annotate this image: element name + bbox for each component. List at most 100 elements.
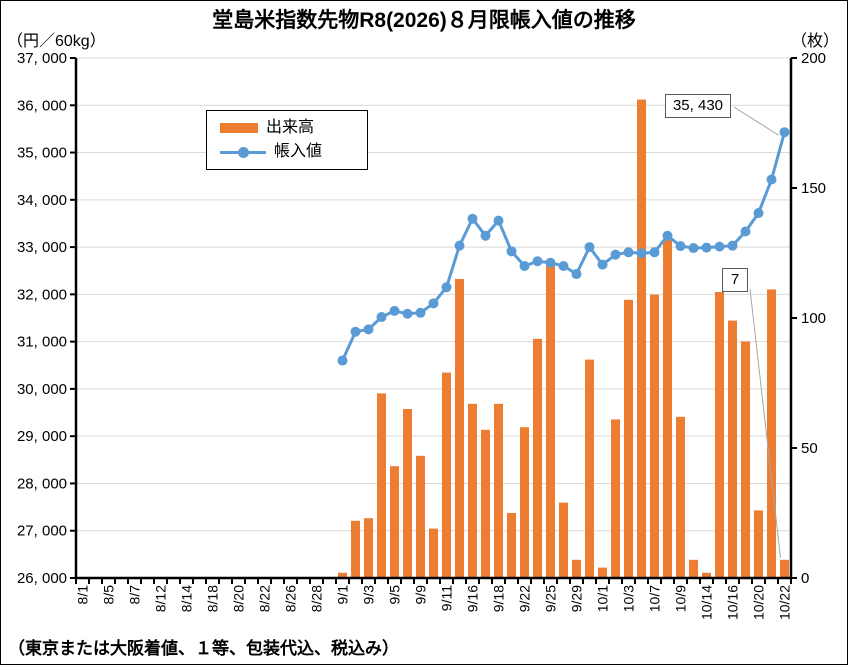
left-axis-tick-label: 36, 000 [17,97,67,114]
left-axis-tick-label: 29, 000 [17,428,67,445]
volume-bar-9/29 [572,559,581,578]
price-point-10/3 [623,247,634,258]
x-axis-tick-label: 10/14 [699,585,715,620]
price-point-10/8 [662,230,673,241]
volume-bar-10/6 [637,99,646,578]
x-axis-tick-label: 10/1 [595,585,611,612]
volume-bar-10/8 [663,240,672,578]
x-axis-tick-label: 8/18 [205,585,221,612]
price-point-10/9 [675,241,686,252]
last-price-leader-line [733,106,779,136]
volume-bar-9/10 [429,528,438,578]
x-axis-tick-label: 9/3 [361,585,377,605]
price-point-9/19 [506,246,517,257]
right-axis-tick-label: 100 [801,310,826,327]
volume-bar-9/30 [585,359,594,578]
volume-bar-9/12 [455,279,464,578]
right-axis-tick-label: 200 [801,50,826,67]
volume-bar-10/2 [611,419,620,578]
x-axis-tick-label: 9/22 [517,585,533,612]
volume-bar-10/7 [650,294,659,578]
legend: 出来高 帳入値 [206,110,368,170]
x-axis-tick-label: 9/18 [491,585,507,612]
x-axis-tick-label: 8/20 [231,585,247,612]
x-axis-tick-label: 10/9 [673,585,689,612]
volume-bar-9/19 [507,513,516,578]
price-point-9/8 [402,308,413,319]
left-axis-tick-label: 34, 000 [17,192,67,209]
volume-bar-9/9 [416,455,425,578]
price-point-10/1 [597,259,608,270]
volume-bar-9/18 [494,403,503,578]
price-point-10/20 [753,208,764,219]
price-point-10/7 [649,247,660,258]
left-axis-unit: （円／60kg） [7,33,106,50]
x-axis-tick-label: 10/22 [777,585,793,620]
price-point-10/22 [779,127,790,138]
volume-bar-9/5 [390,466,399,578]
volume-bar-10/15 [715,292,724,578]
price-point-10/16 [727,240,738,251]
price-point-10/21 [766,174,777,185]
left-axis-tick-label: 28, 000 [17,475,67,492]
chart-title: 堂島米指数先物R8(2026)８月限帳入値の推移 [212,9,636,32]
volume-bar-10/9 [676,416,685,578]
price-point-9/2 [350,326,361,337]
x-axis-tick-label: 8/12 [153,585,169,612]
left-axis-tick-label: 27, 000 [17,523,67,540]
price-point-9/29 [571,269,582,280]
price-point-9/4 [376,312,387,323]
right-axis-tick-label: 150 [801,180,826,197]
left-axis-tick-label: 31, 000 [17,334,67,351]
x-axis-tick-label: 9/16 [465,585,481,612]
volume-bar-10/22 [780,559,789,578]
volume-bar-10/17 [741,341,750,578]
x-axis-tick-label: 9/1 [335,585,351,605]
x-axis-tick-label: 8/26 [283,585,299,612]
legend-item-volume: 出来高 [220,119,367,136]
x-axis-tick-label: 10/7 [647,585,663,612]
volume-bar-9/24 [533,338,542,578]
right-axis-tick-label: 50 [801,440,818,457]
x-axis-tick-label: 8/22 [257,585,273,612]
price-point-9/3 [363,324,374,335]
volume-bar-10/10 [689,559,698,578]
price-point-9/25 [545,257,556,268]
volume-bar-10/16 [728,320,737,578]
volume-bar-10/3 [624,299,633,578]
price-point-9/1 [337,355,348,366]
left-axis-tick-label: 30, 000 [17,381,67,398]
price-point-9/12 [454,240,465,251]
last-price-annotation: 35, 430 [665,94,731,118]
price-point-9/5 [389,305,400,316]
left-axis-tick-label: 37, 000 [17,50,67,67]
right-axis-tick-label: 0 [801,570,809,587]
volume-bar-9/3 [364,518,373,578]
price-point-9/24 [532,256,543,267]
price-point-9/22 [519,261,530,271]
price-point-10/10 [688,243,699,254]
price-point-10/17 [740,226,751,237]
x-axis-tick-label: 9/9 [413,585,429,605]
volume-bar-9/22 [520,427,529,578]
legend-item-price: 帳入値 [220,144,367,160]
price-point-10/2 [610,249,621,260]
volume-bar-10/20 [754,510,763,578]
price-point-9/30 [584,242,595,253]
last-volume-leader-line [749,288,781,558]
x-axis-tick-label: 8/14 [179,585,195,612]
x-axis-tick-label: 9/5 [387,585,403,605]
x-axis-tick-label: 10/16 [725,585,741,620]
x-axis-tick-label: 9/25 [543,585,559,612]
volume-bar-10/21 [767,289,776,578]
volume-bar-9/17 [481,429,490,578]
volume-bar-9/2 [351,520,360,578]
price-point-9/9 [415,307,426,318]
volume-bar-9/11 [442,372,451,578]
x-axis-tick-label: 8/5 [101,585,117,605]
x-axis-tick-label: 9/29 [569,585,585,612]
volume-bar-9/4 [377,393,386,578]
x-axis-tick-label: 8/1 [75,585,91,605]
